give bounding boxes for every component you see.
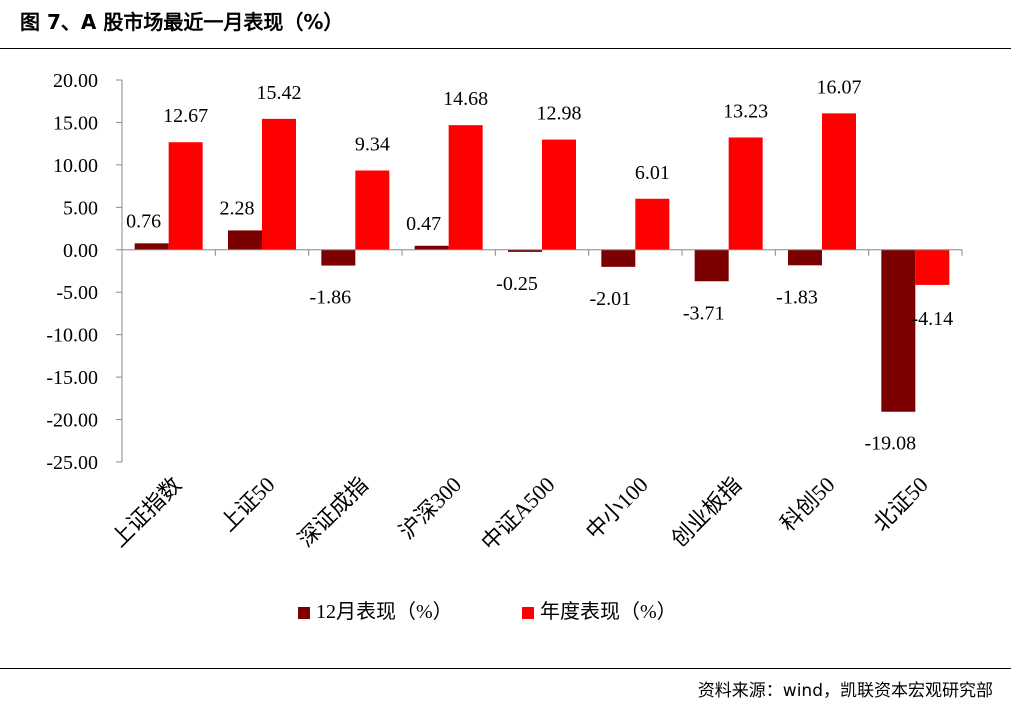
y-tick-label: -15.00	[46, 367, 98, 389]
x-category-label: 北证50	[869, 472, 933, 536]
data-label-annual: 6.01	[635, 162, 670, 184]
bar-december	[134, 243, 169, 250]
bar-december	[508, 249, 542, 252]
data-label-december: -1.86	[309, 287, 351, 309]
x-category-label: 中证A500	[476, 472, 559, 555]
data-label-annual: 16.07	[817, 76, 862, 98]
legend-swatch	[298, 607, 310, 619]
data-label-december: 0.76	[126, 210, 161, 232]
data-label-december: 0.47	[406, 213, 441, 235]
x-category-label: 深证成指	[293, 472, 373, 552]
data-label-annual: 12.67	[163, 105, 208, 127]
y-tick-label: 0.00	[63, 240, 98, 262]
bar-annual	[355, 170, 390, 250]
y-tick-label: -25.00	[46, 452, 98, 474]
data-label-annual: 14.68	[443, 88, 488, 110]
x-category-label: 上证50	[215, 472, 279, 536]
bar-december	[414, 245, 449, 250]
bar-december	[601, 249, 636, 267]
bar-annual	[262, 118, 296, 250]
y-tick-label: 15.00	[53, 112, 98, 134]
data-label-annual: 15.42	[257, 82, 302, 104]
chart-title: 图 7、A 股市场最近一月表现（%）	[20, 10, 344, 34]
data-label-december: -3.71	[683, 302, 725, 324]
bar-december	[321, 249, 356, 266]
data-label-december: -19.08	[864, 433, 916, 455]
data-label-annual: 12.98	[537, 103, 582, 125]
y-tick-label: 5.00	[63, 197, 98, 219]
bar-annual	[915, 249, 950, 285]
bar-annual	[542, 139, 576, 250]
legend-label: 12月表现（%）	[316, 600, 453, 623]
data-label-annual: 9.34	[355, 133, 390, 155]
x-category-label: 创业板指	[666, 472, 746, 552]
y-tick-label: -20.00	[46, 410, 98, 432]
data-label-december: -0.25	[496, 273, 538, 295]
bar-december	[788, 249, 822, 266]
x-category-label: 中小100	[581, 472, 653, 544]
source-note: 资料来源：wind，凯联资本宏观研究部	[697, 681, 993, 701]
bar-annual	[168, 142, 203, 250]
y-tick-label: -10.00	[46, 325, 98, 347]
legend-swatch	[522, 607, 534, 619]
y-tick-label: -5.00	[56, 282, 98, 304]
bar-december	[881, 249, 916, 412]
data-label-december: -1.83	[776, 286, 818, 308]
y-tick-label: 20.00	[53, 70, 98, 92]
x-category-label: 科创50	[775, 472, 839, 536]
source-divider	[0, 668, 1011, 669]
bar-december	[228, 230, 262, 250]
bar-annual	[448, 125, 483, 250]
bar-annual	[822, 113, 856, 250]
title-divider	[0, 48, 1011, 49]
bar-annual	[728, 137, 763, 250]
bar-annual	[635, 198, 670, 250]
data-label-annual: -4.14	[911, 308, 953, 330]
data-label-annual: 13.23	[723, 100, 768, 122]
x-category-label: 沪深300	[394, 472, 466, 544]
data-label-december: -2.01	[589, 288, 631, 310]
legend-label: 年度表现（%）	[540, 600, 677, 623]
x-category-label: 上证指数	[106, 472, 186, 552]
bar-december	[694, 249, 729, 282]
y-tick-label: 10.00	[53, 155, 98, 177]
data-label-december: 2.28	[220, 197, 255, 219]
